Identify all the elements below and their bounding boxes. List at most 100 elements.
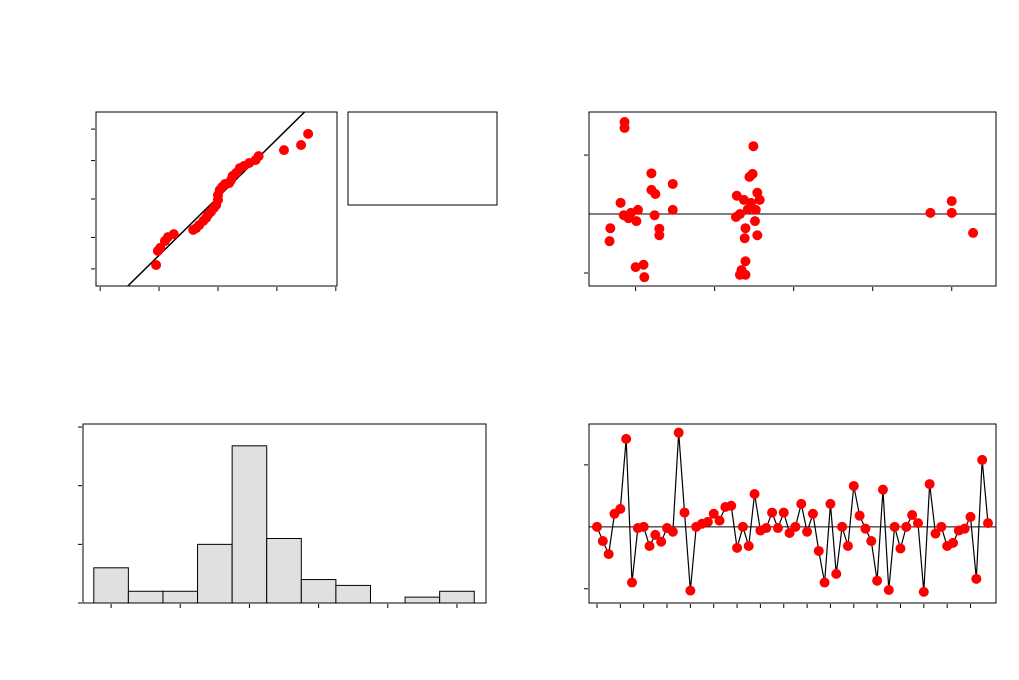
point <box>761 523 772 534</box>
point <box>253 151 264 162</box>
point <box>918 586 929 597</box>
point <box>907 510 918 521</box>
point <box>740 223 751 234</box>
point <box>754 194 765 205</box>
point <box>734 269 745 280</box>
bar <box>439 590 475 604</box>
point <box>627 577 638 588</box>
point <box>912 518 923 529</box>
point <box>278 145 289 156</box>
point <box>744 171 755 182</box>
point <box>802 526 813 537</box>
point <box>889 521 900 532</box>
point <box>151 260 162 270</box>
point <box>837 521 848 532</box>
point <box>639 272 650 283</box>
point <box>866 536 877 547</box>
point <box>971 573 982 584</box>
point <box>767 507 778 518</box>
point <box>730 211 741 222</box>
bar <box>162 590 199 604</box>
point <box>854 510 865 521</box>
bar <box>300 579 337 604</box>
point <box>638 259 649 270</box>
point <box>842 541 853 552</box>
point <box>714 515 725 526</box>
point <box>708 508 719 519</box>
point <box>644 541 655 552</box>
point <box>667 526 678 537</box>
point <box>796 498 807 509</box>
point <box>732 542 743 553</box>
point <box>819 577 830 588</box>
point <box>296 140 307 150</box>
point <box>742 204 753 215</box>
point <box>623 213 634 224</box>
point <box>883 584 894 595</box>
point <box>646 168 657 179</box>
point <box>630 262 641 273</box>
point <box>872 575 883 586</box>
plot-frame <box>588 423 997 604</box>
point <box>831 568 842 579</box>
point <box>679 507 690 518</box>
point <box>597 536 608 547</box>
point <box>946 207 957 218</box>
point <box>739 233 750 244</box>
bar <box>93 567 129 604</box>
point <box>968 227 979 238</box>
point <box>726 500 737 511</box>
point <box>650 188 661 199</box>
point <box>591 521 602 532</box>
point <box>631 216 642 227</box>
point <box>650 529 661 540</box>
point <box>748 141 759 152</box>
point <box>825 498 836 509</box>
point <box>685 585 696 596</box>
point <box>813 545 824 556</box>
point <box>924 479 935 490</box>
point <box>946 196 957 207</box>
point <box>930 528 941 539</box>
point <box>983 518 994 529</box>
point <box>901 521 912 532</box>
point <box>860 523 871 534</box>
point <box>702 516 713 527</box>
point <box>654 230 665 241</box>
point <box>977 454 988 465</box>
point <box>925 207 936 218</box>
point <box>605 223 616 234</box>
point <box>959 523 970 534</box>
point <box>750 204 761 215</box>
stats-box <box>347 111 498 206</box>
point <box>656 536 667 547</box>
point <box>604 236 615 247</box>
point <box>848 480 859 491</box>
point <box>740 256 751 267</box>
point <box>603 549 614 560</box>
bar <box>266 537 302 604</box>
point <box>615 503 626 514</box>
bar <box>404 596 441 604</box>
point <box>168 229 179 240</box>
point <box>965 511 976 522</box>
bar <box>231 445 268 604</box>
point <box>638 521 649 532</box>
point <box>621 433 632 444</box>
point <box>877 484 888 495</box>
point <box>303 128 314 139</box>
point <box>807 508 818 519</box>
point <box>649 210 660 221</box>
bar <box>127 590 164 604</box>
point <box>778 507 789 518</box>
point <box>790 521 801 532</box>
point <box>895 543 906 554</box>
point <box>772 523 783 534</box>
point <box>947 537 958 548</box>
bar <box>335 584 371 604</box>
plot-frame <box>588 111 997 287</box>
point <box>667 178 678 189</box>
point <box>673 427 684 438</box>
point <box>619 122 630 133</box>
